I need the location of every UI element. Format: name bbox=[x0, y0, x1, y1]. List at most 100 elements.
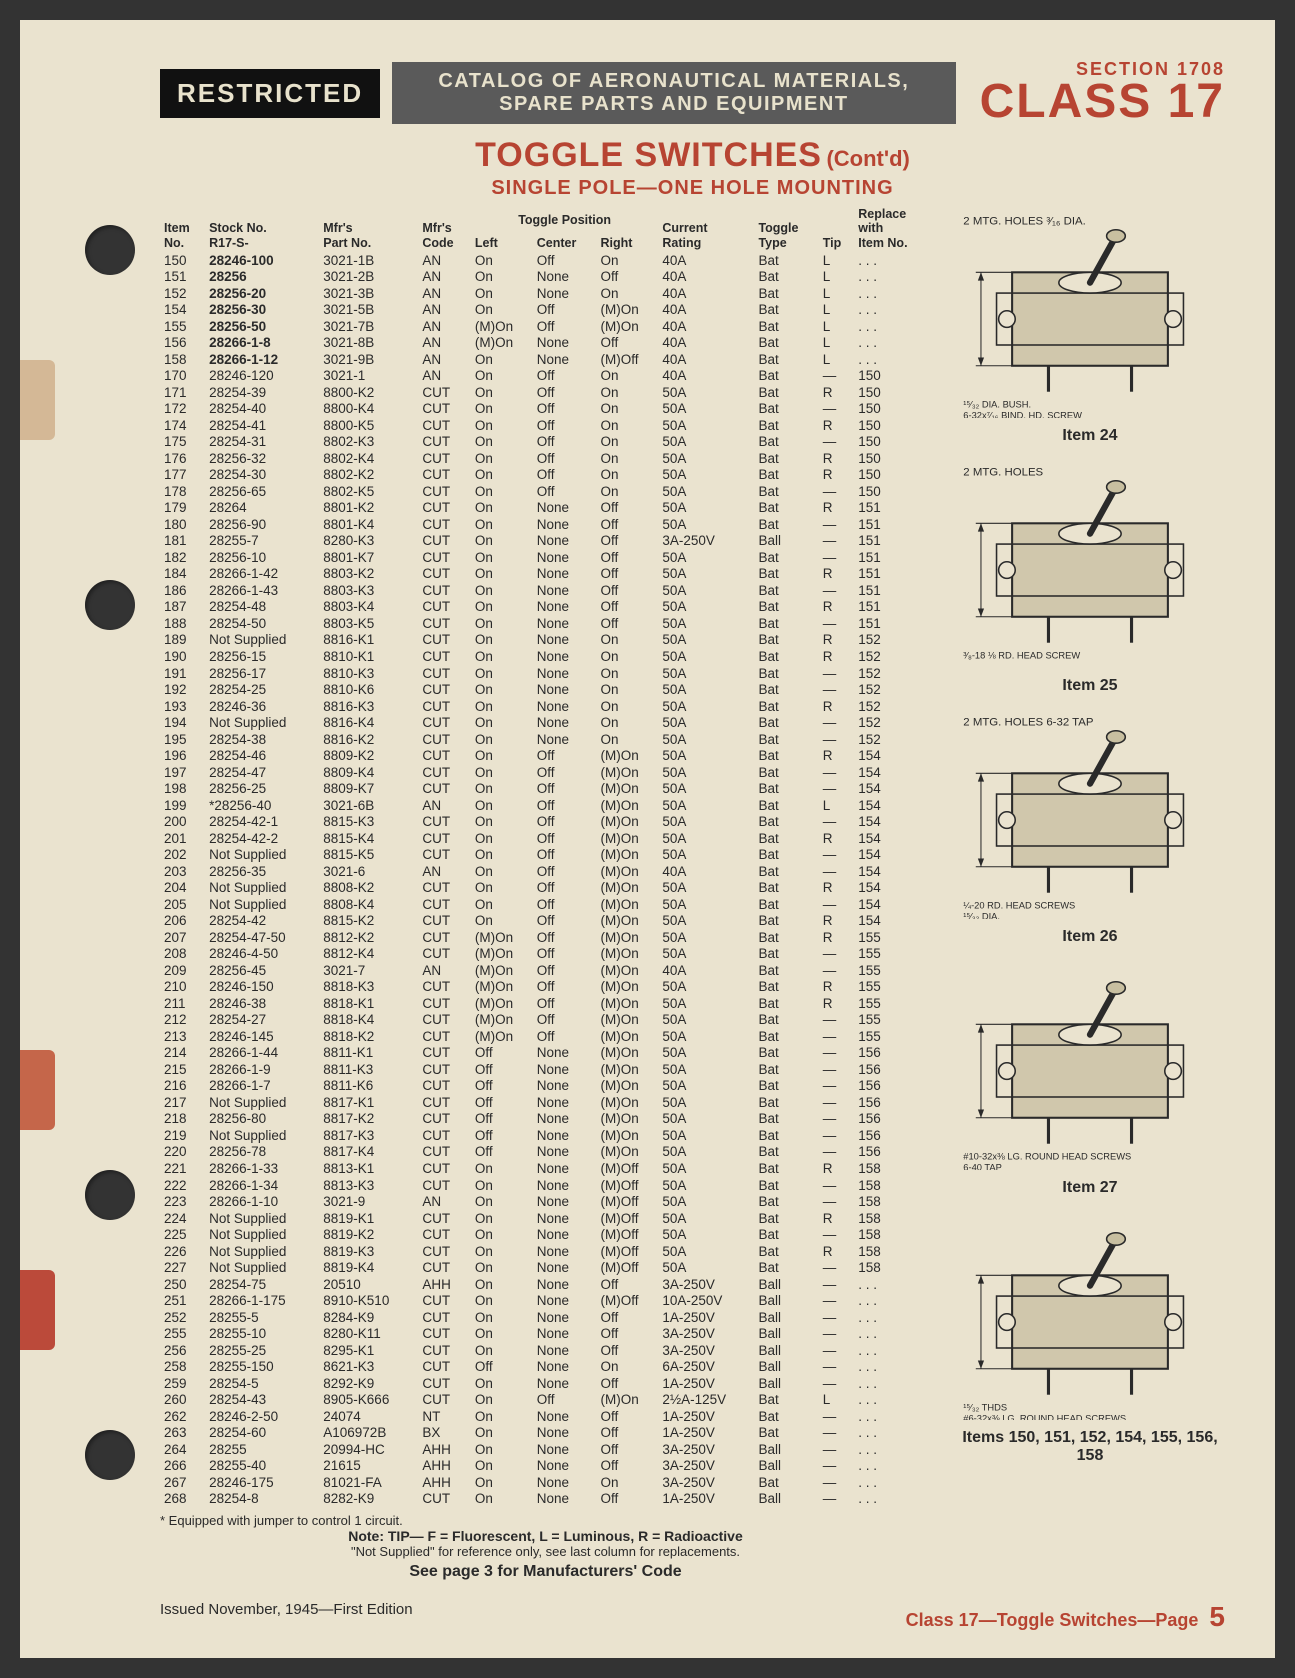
table-cell: 8809-K4 bbox=[319, 764, 418, 781]
table-cell: None bbox=[533, 1227, 597, 1244]
table-cell: . . . bbox=[854, 1276, 931, 1293]
col-tip: Tip bbox=[819, 206, 855, 252]
table-row: 25228255-58284-K9CUTOnNoneOff1A-250VBall… bbox=[160, 1309, 931, 1326]
table-cell: Off bbox=[533, 467, 597, 484]
table-cell: 156 bbox=[854, 1094, 931, 1111]
table-cell: 8816-K2 bbox=[319, 731, 418, 748]
table-cell: On bbox=[471, 467, 533, 484]
table-cell: 28254-25 bbox=[205, 682, 319, 699]
table-cell: Off bbox=[533, 863, 597, 880]
footer-right: Class 17—Toggle Switches—Page 5 bbox=[906, 1601, 1225, 1633]
table-cell: None bbox=[533, 1194, 597, 1211]
table-cell: (M)On bbox=[471, 1028, 533, 1045]
table-cell: On bbox=[471, 1491, 533, 1508]
table-cell: On bbox=[471, 351, 533, 368]
table-cell: 198 bbox=[160, 781, 205, 798]
table-cell: L bbox=[819, 351, 855, 368]
table-cell: CUT bbox=[418, 516, 471, 533]
table-cell: Not Supplied bbox=[205, 1243, 319, 1260]
table-cell: R bbox=[819, 913, 855, 930]
table-cell: 40A bbox=[658, 368, 754, 385]
table-cell: On bbox=[471, 302, 533, 319]
table-cell: CUT bbox=[418, 764, 471, 781]
table-cell: 50A bbox=[658, 516, 754, 533]
table-row: 25828255-1508621-K3CUTOffNoneOn6A-250VBa… bbox=[160, 1359, 931, 1376]
diagram-item: #10-32x⅜ LG. ROUND HEAD SCREWS6-40 TAP I… bbox=[955, 962, 1225, 1197]
table-cell: 10A-250V bbox=[658, 1293, 754, 1310]
table-cell: Bat bbox=[754, 1028, 818, 1045]
table-cell: None bbox=[533, 549, 597, 566]
table-cell: 8292-K9 bbox=[319, 1375, 418, 1392]
table-cell: Bat bbox=[754, 615, 818, 632]
table-cell: 203 bbox=[160, 863, 205, 880]
table-cell: 28254-46 bbox=[205, 748, 319, 765]
table-cell: 8280-K3 bbox=[319, 533, 418, 550]
table-cell: AN bbox=[418, 368, 471, 385]
table-cell: Bat bbox=[754, 368, 818, 385]
table-cell: 3021-7 bbox=[319, 962, 418, 979]
table-cell: Bat bbox=[754, 599, 818, 616]
table-cell: — bbox=[819, 1276, 855, 1293]
table-cell: On bbox=[471, 896, 533, 913]
table-cell: On bbox=[471, 1194, 533, 1211]
table-cell: 264 bbox=[160, 1441, 205, 1458]
table-cell: — bbox=[819, 483, 855, 500]
table-row: 227Not Supplied8819-K4CUTOnNone(M)Off50A… bbox=[160, 1260, 931, 1277]
table-cell: Off bbox=[533, 450, 597, 467]
table-cell: 8284-K9 bbox=[319, 1309, 418, 1326]
table-cell: On bbox=[471, 1441, 533, 1458]
table-cell: Bat bbox=[754, 764, 818, 781]
table-cell: 50A bbox=[658, 467, 754, 484]
table-cell: On bbox=[471, 549, 533, 566]
diagram-label: Items 150, 151, 152, 154, 155, 156, 158 bbox=[955, 1429, 1225, 1465]
table-cell: (M)On bbox=[596, 913, 658, 930]
table-cell: 256 bbox=[160, 1342, 205, 1359]
table-cell: 222 bbox=[160, 1177, 205, 1194]
table-cell: — bbox=[819, 1309, 855, 1326]
table-cell: 197 bbox=[160, 764, 205, 781]
table-cell: AN bbox=[418, 962, 471, 979]
table-cell: 193 bbox=[160, 698, 205, 715]
table-cell: 214 bbox=[160, 1045, 205, 1062]
switch-diagram-icon: ¹⁵⁄₃₂ THDS#6-32x⅜ LG. ROUND HEAD SCREWS bbox=[955, 1213, 1225, 1421]
table-cell: 40A bbox=[658, 285, 754, 302]
table-cell: R bbox=[819, 830, 855, 847]
table-cell: 50A bbox=[658, 1177, 754, 1194]
table-cell: 174 bbox=[160, 417, 205, 434]
table-cell: 176 bbox=[160, 450, 205, 467]
table-cell: 158 bbox=[854, 1177, 931, 1194]
table-cell: 28256-78 bbox=[205, 1144, 319, 1161]
table-cell: None bbox=[533, 269, 597, 286]
table-cell: 154 bbox=[854, 880, 931, 897]
table-row: 18128255-78280-K3CUTOnNoneOff3A-250VBall… bbox=[160, 533, 931, 550]
footnotes: * Equipped with jumper to control 1 circ… bbox=[160, 1513, 931, 1581]
table-cell: 181 bbox=[160, 533, 205, 550]
table-cell: (M)On bbox=[596, 962, 658, 979]
table-row: 26828254-88282-K9CUTOnNoneOff1A-250VBall… bbox=[160, 1491, 931, 1508]
table-row: 204Not Supplied8808-K2CUTOnOff(M)On50ABa… bbox=[160, 880, 931, 897]
table-cell: Ball bbox=[754, 1441, 818, 1458]
table-cell: On bbox=[596, 1359, 658, 1376]
table-cell: 8819-K2 bbox=[319, 1227, 418, 1244]
table-cell: On bbox=[471, 1309, 533, 1326]
table-cell: 50A bbox=[658, 979, 754, 996]
table-cell: 50A bbox=[658, 929, 754, 946]
table-cell: On bbox=[471, 434, 533, 451]
table-cell: 155 bbox=[854, 995, 931, 1012]
table-cell: 8801-K7 bbox=[319, 549, 418, 566]
table-cell: (M)On bbox=[596, 847, 658, 864]
table-cell: CUT bbox=[418, 896, 471, 913]
table-cell: 154 bbox=[854, 764, 931, 781]
table-cell: (M)On bbox=[596, 1078, 658, 1095]
switch-diagram-icon: 2 MTG. HOLES 6-32 TAP ¼-20 RD. HEAD SCRE… bbox=[955, 711, 1225, 919]
table-cell: — bbox=[819, 1094, 855, 1111]
table-cell: None bbox=[533, 1111, 597, 1128]
table-cell: CUT bbox=[418, 1078, 471, 1095]
table-cell: Bat bbox=[754, 946, 818, 963]
table-cell: 8816-K4 bbox=[319, 715, 418, 732]
table-cell: — bbox=[819, 549, 855, 566]
table-row: 21328246-1458818-K2CUT(M)OnOff(M)On50ABa… bbox=[160, 1028, 931, 1045]
table-cell: On bbox=[471, 1392, 533, 1409]
table-cell: 20994-HC bbox=[319, 1441, 418, 1458]
table-cell: Off bbox=[533, 929, 597, 946]
